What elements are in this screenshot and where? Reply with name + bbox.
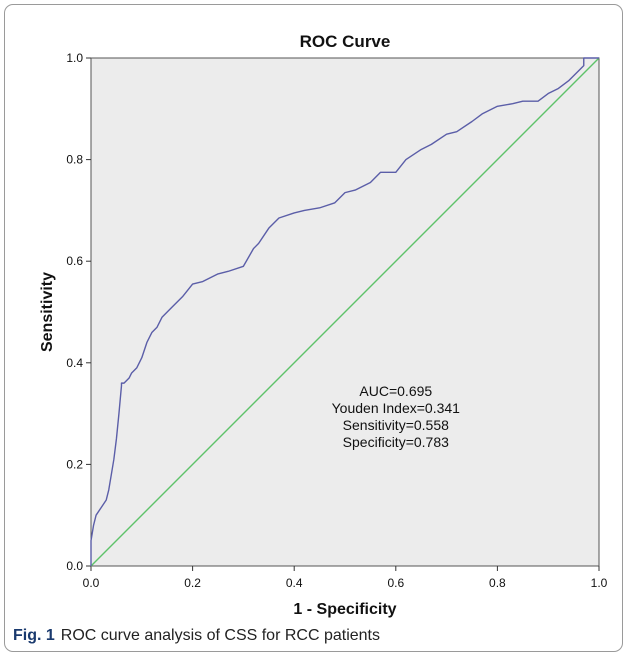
- figure-caption: Fig. 1 ROC curve analysis of CSS for RCC …: [13, 627, 380, 645]
- chart-title: ROC Curve: [300, 32, 391, 51]
- y-tick-label: 1.0: [66, 51, 83, 65]
- x-tick-label: 0.4: [286, 576, 303, 590]
- y-axis-label: Sensitivity: [39, 272, 56, 352]
- annotation-stat: Sensitivity=0.558: [343, 417, 449, 433]
- x-axis-label: 1 - Specificity: [293, 601, 396, 618]
- figure-frame: [4, 4, 623, 652]
- x-tick-label: 0.8: [489, 576, 506, 590]
- annotation-stat: Specificity=0.783: [343, 434, 449, 450]
- caption-label: Fig. 1: [13, 627, 55, 644]
- annotation-stat: Youden Index=0.341: [332, 400, 461, 416]
- y-tick-label: 0.0: [66, 559, 83, 573]
- y-tick-label: 0.8: [66, 153, 83, 167]
- roc-curve-line: [90, 57, 599, 566]
- x-tick-label: 1.0: [591, 576, 608, 590]
- y-tick-label: 0.2: [66, 457, 83, 471]
- annotation-stat: AUC=0.695: [359, 383, 432, 399]
- x-tick-label: 0.0: [83, 576, 100, 590]
- x-tick-label: 0.6: [387, 576, 404, 590]
- y-tick-label: 0.4: [66, 356, 83, 370]
- caption-text: ROC curve analysis of CSS for RCC patien…: [60, 627, 380, 644]
- x-tick-label: 0.2: [184, 576, 201, 590]
- y-tick-label: 0.6: [66, 254, 83, 268]
- reference-diagonal-line: [90, 57, 600, 567]
